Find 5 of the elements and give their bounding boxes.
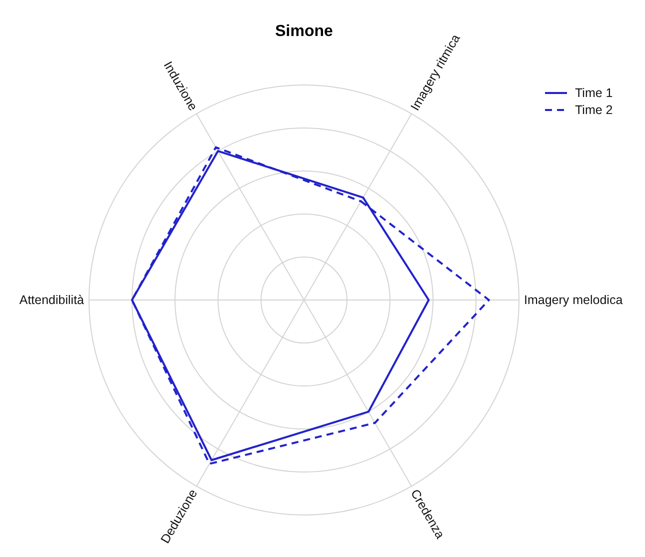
legend-label: Time 2: [575, 103, 613, 117]
chart-title: Simone: [275, 23, 333, 40]
spoke-label: Attendibilità: [19, 293, 84, 307]
legend-label: Time 1: [575, 86, 613, 100]
spoke-label: Imagery melodica: [524, 293, 623, 307]
